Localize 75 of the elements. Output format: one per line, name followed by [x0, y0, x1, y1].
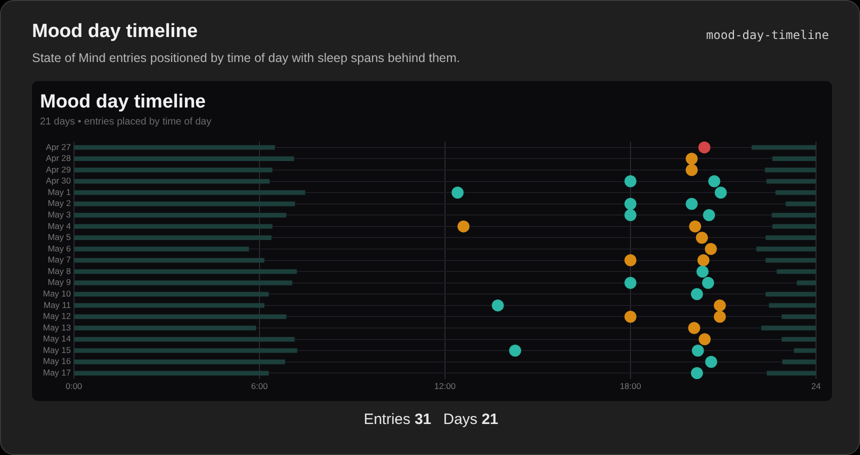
bar: [74, 235, 272, 240]
y-tick-label: May 13: [43, 322, 72, 332]
bar: [74, 202, 295, 206]
y-tick-label: May 12: [43, 311, 72, 322]
x-tick-label: 18:00: [620, 381, 642, 392]
bar: [74, 168, 272, 172]
bar: [794, 348, 816, 353]
bar: [796, 280, 816, 286]
y-tick-label: May 11: [44, 300, 72, 310]
bar: [74, 269, 297, 274]
text: Entries 31: [364, 411, 432, 428]
bar: [74, 145, 275, 150]
bar: [74, 336, 295, 342]
bar: [74, 224, 272, 229]
bar: [752, 145, 816, 150]
bar: [74, 190, 306, 195]
bar: [772, 224, 816, 229]
y-tick-label: May 14: [43, 334, 72, 344]
y-tick-label: Apr 27: [46, 142, 72, 152]
bar: [74, 258, 264, 263]
text: Days 21: [443, 411, 498, 428]
bar: [74, 212, 286, 218]
bar: [782, 314, 816, 320]
y-tick-label: May 16: [43, 356, 72, 366]
bar: [772, 156, 816, 162]
y-tick-label: May 2: [48, 198, 72, 208]
bar: [768, 303, 816, 308]
bar: [74, 326, 256, 330]
y-tick-label: May 3: [48, 210, 72, 220]
y-tick-label: May 1: [48, 186, 72, 197]
text: State of Mind entries positioned by time of day with sleep spans behind them.: [32, 51, 460, 65]
bar: [766, 235, 816, 240]
bar: [786, 202, 816, 206]
y-tick-label: May 8: [48, 266, 72, 276]
y-tick-label: Apr 30: [46, 176, 72, 186]
y-tick-label: May 5: [48, 232, 72, 242]
bar: [782, 336, 816, 342]
bar: [766, 292, 816, 296]
bar: [766, 178, 816, 184]
bar: [74, 156, 294, 162]
text: mood-day-timeline: [706, 28, 829, 42]
bar: [782, 360, 816, 364]
y-tick-label: May 9: [48, 277, 72, 288]
bar: [74, 314, 286, 320]
y-tick-label: May 4: [48, 220, 72, 231]
chart-title: Mood day timeline: [40, 92, 206, 113]
y-tick-label: May 6: [48, 243, 72, 254]
x-tick-label: 0:00: [66, 381, 82, 392]
bar: [766, 258, 816, 263]
y-tick-label: May 15: [43, 344, 72, 355]
bar: [74, 246, 249, 252]
y-tick-label: May 17: [43, 368, 72, 378]
bar: [74, 348, 298, 353]
bar: [74, 360, 286, 364]
bar: [775, 190, 816, 195]
bar: [761, 326, 816, 330]
bar: [772, 212, 816, 218]
x-tick-label: 6:00: [251, 381, 268, 392]
bar: [74, 178, 270, 184]
bar: [776, 269, 816, 274]
bar: [74, 370, 269, 376]
y-tick-label: Apr 29: [46, 164, 72, 174]
y-tick-label: Apr 28: [46, 153, 72, 164]
bar: [74, 292, 269, 296]
chart-subtitle: 21 days • entries placed by time of day: [40, 116, 212, 128]
x-tick-label: 12:00: [434, 381, 456, 392]
text: Mood day timeline: [32, 21, 198, 43]
y-tick-label: May 7: [48, 254, 72, 265]
x-tick-label: 24: [811, 381, 821, 392]
y-tick-label: May 10: [43, 288, 72, 298]
bar: [74, 303, 264, 308]
bar: [764, 168, 816, 172]
bar: [756, 246, 816, 252]
bar: [766, 370, 816, 376]
bar: [74, 280, 292, 286]
